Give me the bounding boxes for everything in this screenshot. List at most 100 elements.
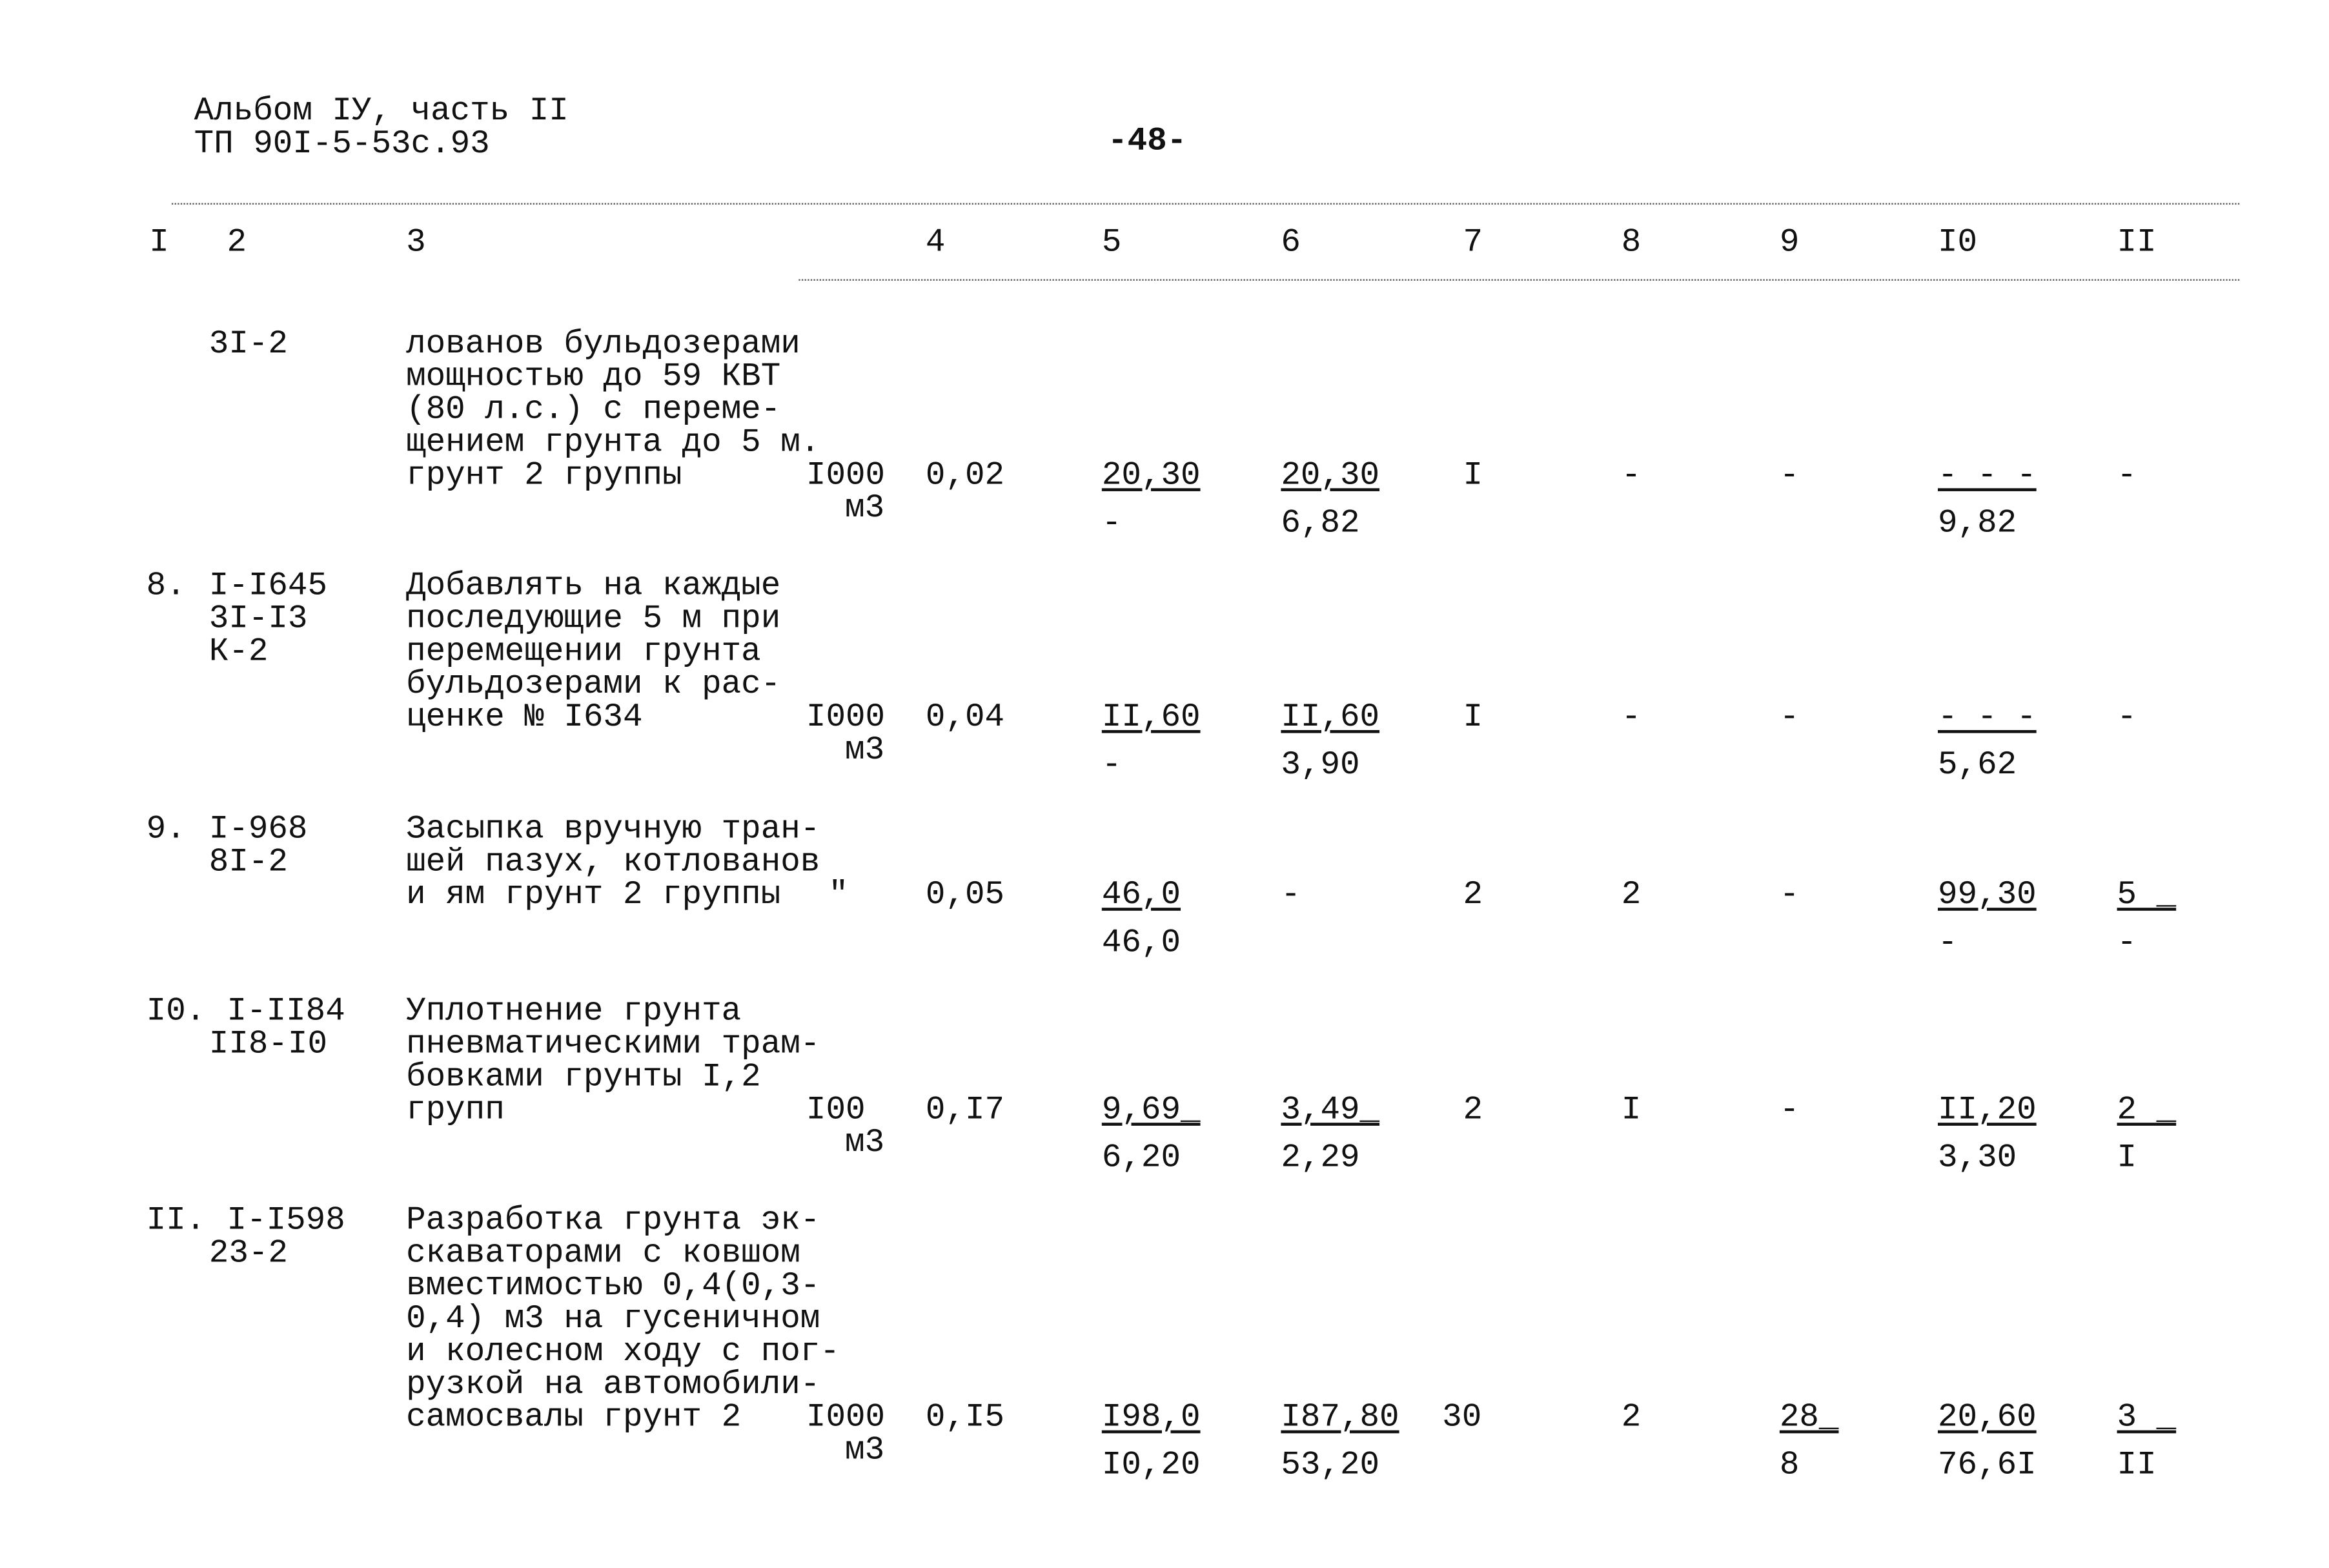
row-description-line: и колесном ходу с пог- [406,1333,840,1371]
fraction-top-c10: II,20 [1938,1091,2037,1129]
column-header-6: 6 [1281,223,1301,261]
row-description-line: бульдозерами к рас- [406,666,781,704]
fraction-top-c11: 5 _ [2117,876,2177,914]
row-description-line: перемещении грунта [406,633,761,671]
unit-measure: м3 [845,731,885,769]
unit-value: " [828,876,849,914]
fraction-bottom-c6: 2,29 [1281,1139,1360,1177]
row-description-line: Разработка грунта эк- [406,1201,820,1239]
row-description-line: последующие 5 м при [406,600,781,638]
fraction-top-c11: - [2117,698,2137,737]
fraction-top-c6: II,60 [1281,698,1380,737]
row-description-line: вместимостью 0,4(0,3- [406,1267,820,1305]
fraction-top-c10: - - - [1938,698,2037,737]
unit-value: I000 [806,456,886,494]
fraction-top-c9: - [1779,1091,1800,1129]
fraction-bottom-c10: 5,62 [1938,746,2017,784]
column-header-9: 9 [1779,223,1800,261]
row-number: 9. [146,810,186,848]
norm-value: 0,I7 [925,1091,1005,1129]
norm-value: 0,05 [925,876,1005,914]
col7-value: I [1463,456,1483,494]
row-code: 8I-2 [208,843,288,881]
row-description-line: рузкой на автомобили- [406,1366,820,1404]
fraction-top-c5: II,60 [1101,698,1201,737]
row-code: I-I598 [227,1201,345,1239]
fraction-top-c11: 2 _ [2117,1091,2177,1129]
row-description-line: скаваторами с ковшом [406,1234,800,1272]
fraction-top-c10: 20,60 [1938,1399,2037,1436]
norm-value: 0,02 [925,456,1005,494]
row-description-line: шей пазух, котлованов [406,843,820,881]
col8-value: I [1621,1091,1642,1129]
row-code: 23-2 [208,1234,288,1272]
unit-value: I00 [806,1091,866,1129]
fraction-bottom-c10: - [1938,924,1958,962]
unit-measure: м3 [845,489,885,527]
row-description-line: самосвалы грунт 2 [406,1399,742,1436]
unit-value: I000 [806,698,886,737]
fraction-bottom-c11: II [2117,1447,2157,1484]
row-description-line: щением грунта до 5 м. [406,423,820,462]
col8-value: 2 [1621,1399,1642,1436]
header-rule-top [171,203,2240,205]
fraction-top-c6: 3,49_ [1281,1091,1380,1129]
fraction-top-c11: - [2117,456,2137,494]
fraction-top-c10: - - - [1938,456,2037,494]
unit-measure: м3 [845,1124,885,1162]
row-description-line: пневматическими трам- [406,1025,820,1063]
col7-value: 2 [1463,1091,1483,1129]
row-code: 3I-2 [208,325,288,363]
row-description-line: и ям грунт 2 группы [406,876,781,914]
header-rule-bottom [798,279,2240,281]
fraction-top-c6: 20,30 [1281,456,1380,494]
fraction-bottom-c6: 6,82 [1281,504,1360,542]
fraction-bottom-c6: 53,20 [1281,1447,1380,1484]
fraction-bottom-c10: 76,6I [1938,1447,2037,1484]
col8-value: - [1621,456,1642,494]
fraction-top-c9: - [1779,876,1800,914]
fraction-top-c11: 3 _ [2117,1399,2177,1436]
row-description-line: 0,4) м3 на гусеничном [406,1300,820,1338]
fraction-top-c6: I87,80 [1281,1399,1399,1436]
row-code: II8-I0 [208,1025,328,1063]
col7-value: I [1463,698,1483,737]
fraction-bottom-c9: 8 [1779,1447,1800,1484]
fraction-bottom-c10: 3,30 [1938,1139,2017,1177]
fraction-bottom-c11: - [2117,924,2137,962]
album-title: Альбом IУ, часть II [194,92,569,130]
fraction-top-c5: I98,0 [1101,1399,1201,1436]
column-header-1: I [149,223,169,261]
fraction-top-c6: - [1281,876,1301,914]
fraction-top-c10: 99,30 [1938,876,2037,914]
fraction-top-c9: 28_ [1779,1399,1839,1436]
fraction-bottom-c11: I [2117,1139,2137,1177]
fraction-bottom-c5: 46,0 [1101,924,1181,962]
row-number: II. [146,1201,206,1239]
row-code: I-968 [208,810,308,848]
row-description-line: Уплотнение грунта [406,993,742,1030]
row-description-line: Добавлять на каждые [406,567,781,605]
column-header-11: II [2117,223,2157,261]
project-code: ТП 90I-5-53с.93 [194,125,490,163]
row-code: I-II84 [227,993,345,1030]
unit-measure: м3 [845,1431,885,1469]
row-description-line: групп [406,1091,505,1129]
fraction-top-c5: 46,0 [1101,876,1181,914]
column-header-4: 4 [925,223,946,261]
page-number: -48- [1108,122,1187,160]
row-code: I-I645 [208,567,328,605]
fraction-bottom-c5: - [1101,504,1122,542]
row-code: 3I-I3 [208,600,308,638]
fraction-bottom-c5: 6,20 [1101,1139,1181,1177]
norm-value: 0,I5 [925,1399,1005,1436]
row-number: I0. [146,993,206,1030]
column-header-8: 8 [1621,223,1642,261]
row-description-line: (80 л.с.) с переме- [406,391,781,429]
row-description-line: ценке № I634 [406,698,643,737]
column-header-7: 7 [1463,223,1483,261]
fraction-bottom-c6: 3,90 [1281,746,1360,784]
col8-value: - [1621,698,1642,737]
fraction-top-c9: - [1779,698,1800,737]
